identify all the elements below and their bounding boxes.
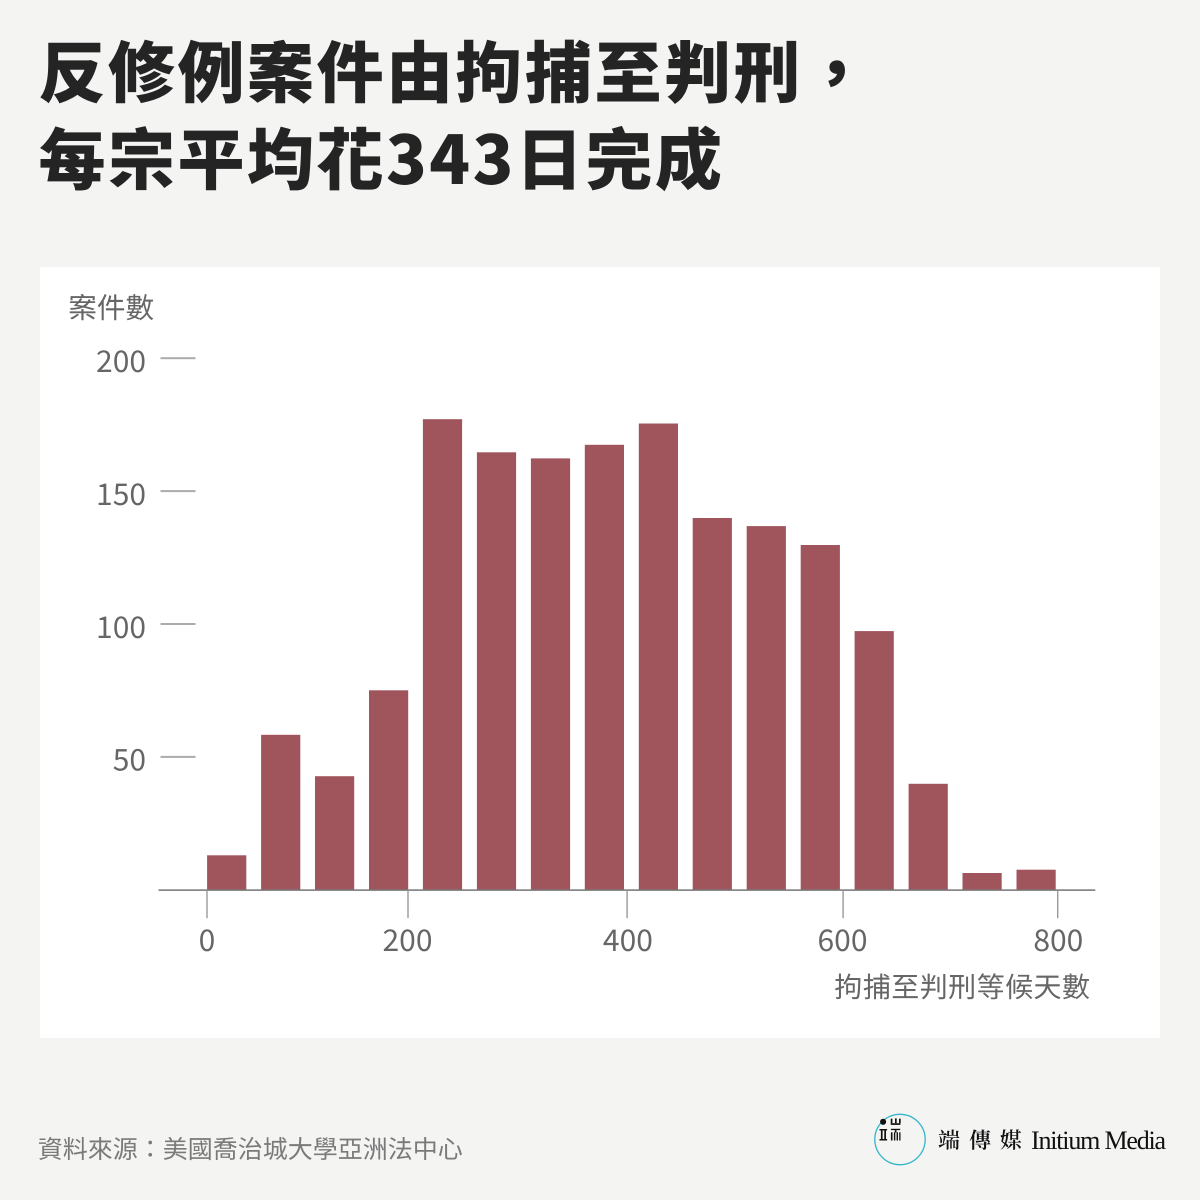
svg-text:800: 800 — [1033, 916, 1083, 960]
svg-text:0: 0 — [199, 916, 216, 960]
svg-text:400: 400 — [603, 916, 653, 960]
svg-text:150: 150 — [96, 470, 146, 514]
svg-text:100: 100 — [96, 603, 146, 647]
svg-text:50: 50 — [113, 736, 146, 780]
svg-text:拘捕至判刑等候天數: 拘捕至判刑等候天數 — [834, 966, 1090, 1006]
svg-text:200: 200 — [96, 337, 146, 381]
svg-text:200: 200 — [383, 916, 433, 960]
svg-text:600: 600 — [818, 916, 868, 960]
